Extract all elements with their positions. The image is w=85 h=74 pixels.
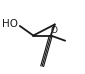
Text: O: O bbox=[51, 26, 58, 35]
Text: HO: HO bbox=[2, 19, 18, 29]
